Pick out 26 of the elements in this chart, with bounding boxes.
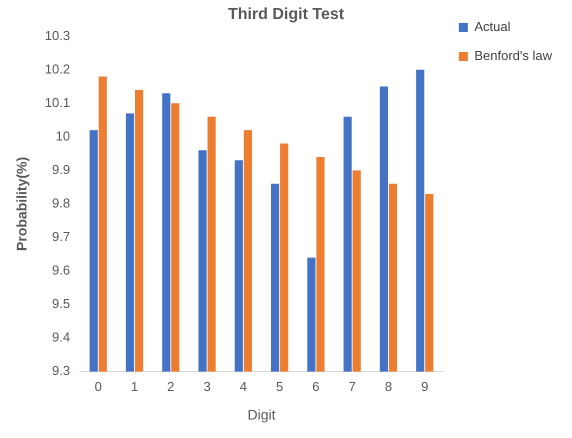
x-tick-label: 5: [276, 378, 284, 394]
y-tick-label: 10.3: [44, 28, 70, 43]
x-tick-label: 0: [94, 378, 102, 394]
y-tick-label: 9.8: [52, 195, 70, 210]
y-tick-label: 10.2: [44, 61, 70, 76]
chart-title: Third Digit Test: [228, 6, 345, 24]
y-tick-label: 9.7: [52, 229, 70, 244]
x-tick-label: 6: [312, 378, 320, 394]
y-tick-label: 10: [56, 128, 70, 144]
x-tick-label: 7: [348, 378, 356, 394]
y-tick-label: 9.4: [52, 330, 70, 345]
y-tick-label: 9.6: [52, 262, 70, 278]
y-tick-label: 9.3: [52, 363, 70, 378]
x-tick-label: 1: [130, 378, 138, 394]
x-axis-title: Digit: [247, 406, 276, 422]
x-tick-label: 3: [203, 378, 211, 394]
y-axis-title: Probability(%): [13, 156, 30, 251]
legend-label: Benford's law: [474, 48, 553, 64]
y-tick-label: 9.5: [52, 296, 70, 312]
legend-label: Actual: [474, 19, 511, 34]
x-tick-label: 8: [384, 378, 392, 394]
x-tick-label: 4: [240, 378, 247, 394]
x-tick-label: 9: [421, 378, 428, 394]
y-tick-label: 9.9: [52, 162, 70, 177]
x-tick-label: 2: [167, 378, 174, 394]
y-tick-label: 10.1: [44, 94, 70, 110]
